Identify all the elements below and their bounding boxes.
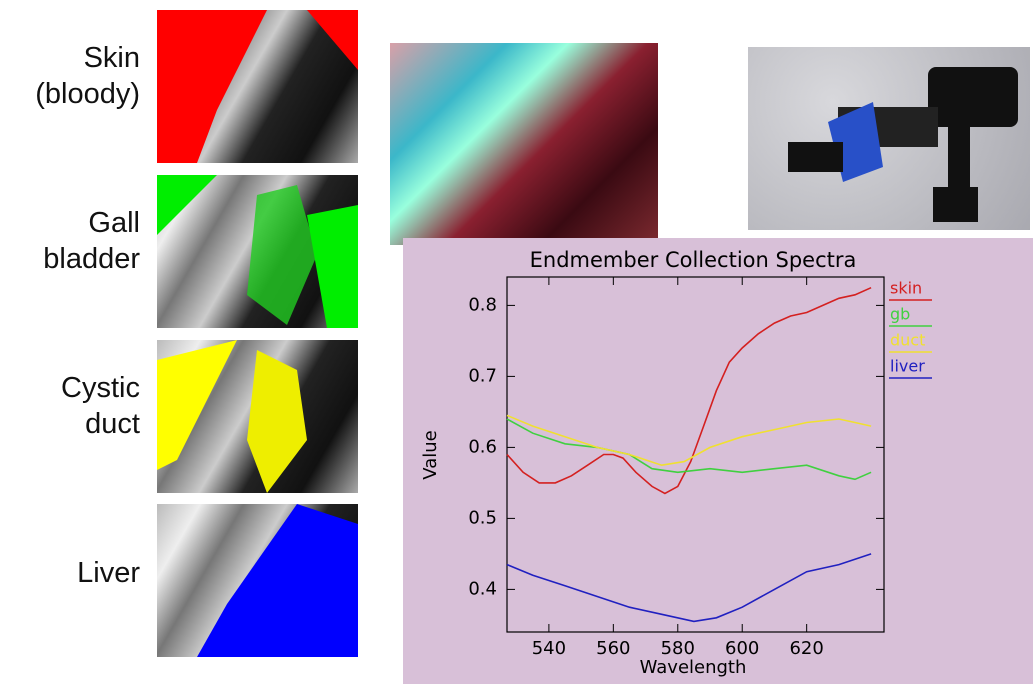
y-axis-label: Value (420, 430, 441, 479)
y-tick-label: 0.5 (468, 507, 497, 528)
row-label-line: bladder (0, 241, 140, 277)
row-label-line: duct (0, 406, 140, 442)
y-tick-label: 0.8 (468, 294, 497, 315)
row-label-line: Skin (0, 40, 140, 76)
row-label: Liver (0, 555, 140, 591)
row-label-line: Liver (0, 555, 140, 591)
legend-label: duct (890, 331, 925, 350)
chart: Endmember Collection Spectra Wavelength … (403, 238, 1033, 684)
x-tick-label: 580 (661, 638, 695, 659)
row-label-line: (bloody) (0, 76, 140, 112)
thumbnail-cystic-duct (157, 340, 358, 493)
y-tick-label: 0.6 (468, 436, 497, 457)
x-tick-label: 560 (596, 638, 630, 659)
thumbnail-liver (157, 504, 358, 657)
legend-label: gb (890, 305, 910, 324)
y-tick-label: 0.7 (468, 365, 497, 386)
x-tick-label: 620 (789, 638, 823, 659)
thumbnail-gall-bladder (157, 175, 358, 328)
legend-label: skin (890, 279, 922, 298)
slide: {"labels": [["Skin", "(bloody)"], ["Gall… (0, 0, 1033, 684)
x-axis-label: Wavelength (640, 657, 747, 678)
thumbnail-skin (157, 10, 358, 163)
x-tick-label: 540 (532, 638, 566, 659)
row-label: Skin(bloody) (0, 40, 140, 112)
row-label-line: Gall (0, 205, 140, 241)
x-tick-label: 600 (725, 638, 759, 659)
color-photo (390, 43, 658, 245)
camera-photo (748, 47, 1030, 230)
row-label-line: Cystic (0, 370, 140, 406)
legend-label: liver (890, 357, 925, 376)
chart-title: Endmember Collection Spectra (530, 248, 857, 272)
y-tick-label: 0.4 (468, 578, 497, 599)
